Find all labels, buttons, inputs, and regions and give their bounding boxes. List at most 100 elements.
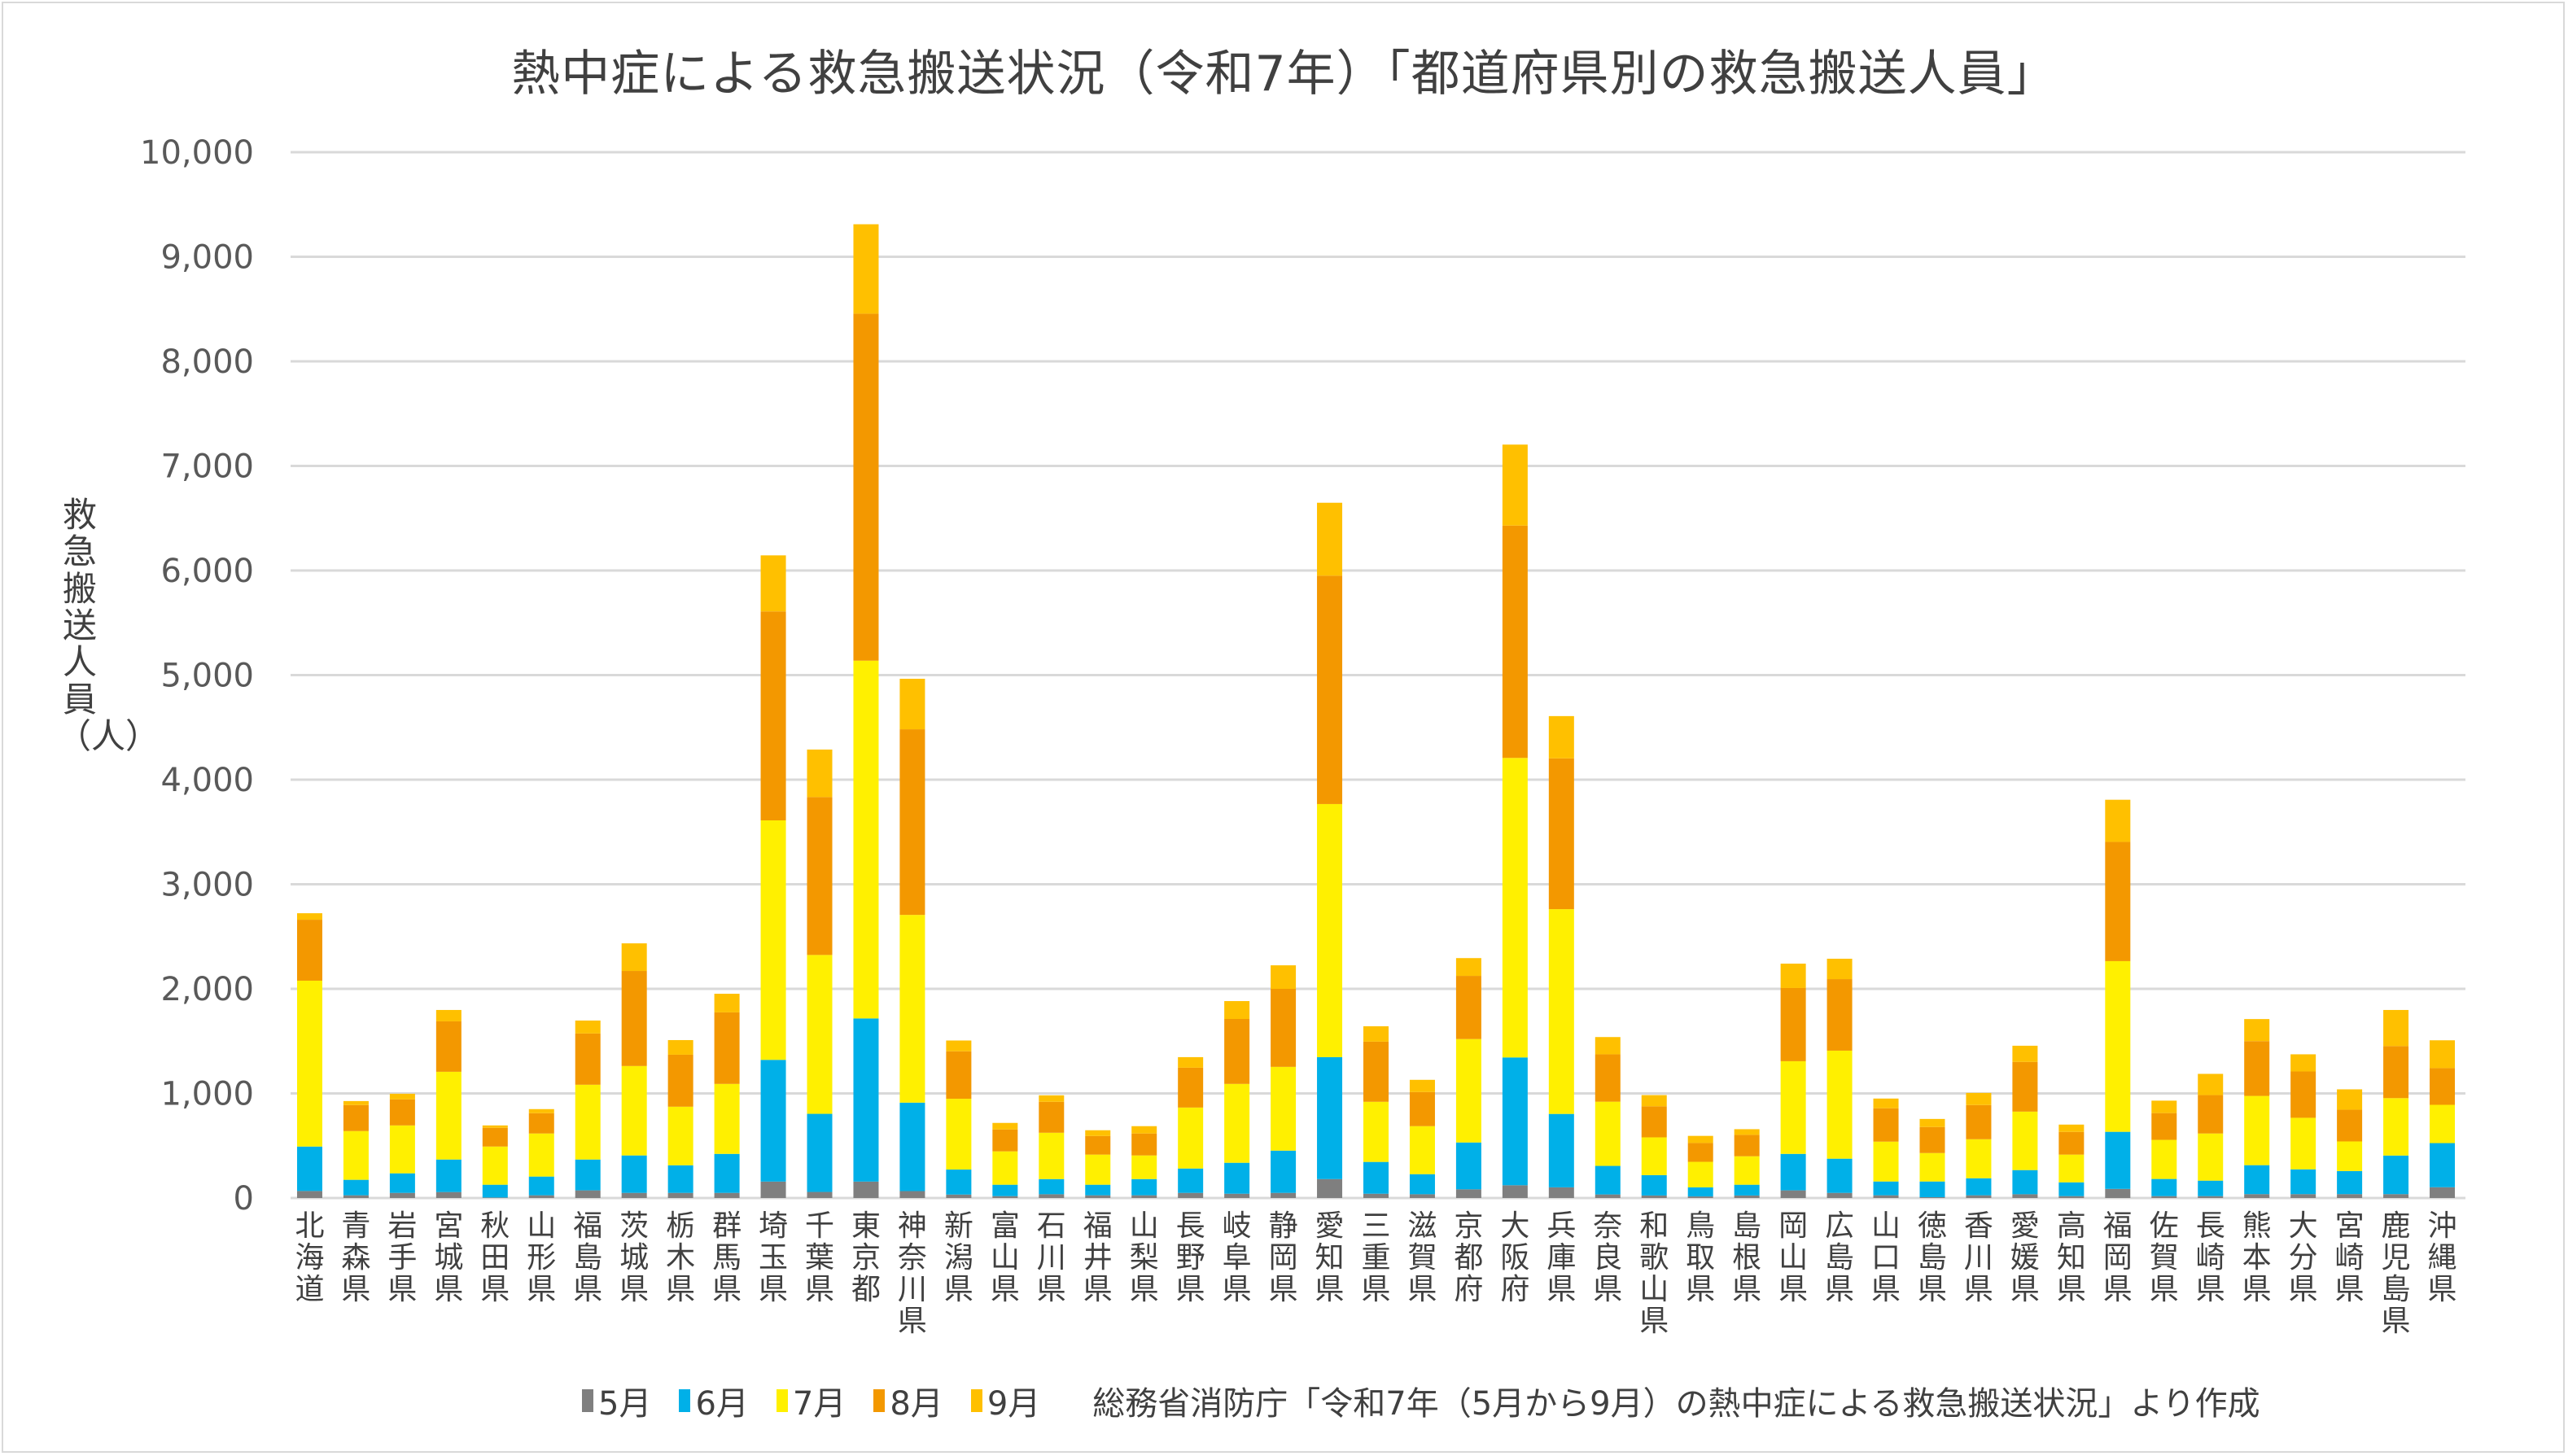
bar-segment-5月 (2151, 1196, 2177, 1198)
bar-segment-8月 (2058, 1131, 2085, 1155)
x-tick-label: 熊本県 (2242, 1209, 2272, 1306)
y-tick-label: 10,000 (140, 134, 254, 172)
bar-segment-9月 (853, 224, 879, 314)
bar-segment-6月 (714, 1153, 740, 1193)
x-tick-label: 沖縄県 (2427, 1209, 2457, 1306)
bar-segment-7月 (2430, 1104, 2456, 1143)
bar-segment-9月 (1687, 1135, 1713, 1143)
x-tick-label: 山口県 (1871, 1209, 1901, 1306)
x-tick-label: 愛知県 (1315, 1209, 1345, 1306)
x-tick-label: 長野県 (1175, 1209, 1205, 1306)
bar-segment-9月 (575, 1020, 601, 1034)
bar-segment-9月 (992, 1122, 1018, 1130)
x-tick-label: 栃木県 (666, 1209, 696, 1306)
bar-segment-8月 (853, 313, 879, 661)
x-tick-label: 新潟県 (943, 1209, 973, 1306)
bar-segment-9月 (760, 555, 786, 612)
bar-segment-5月 (1966, 1195, 1992, 1198)
bar-segment-6月 (1687, 1187, 1713, 1197)
bar-segment-9月 (667, 1039, 693, 1055)
y-tick-label: 6,000 (160, 553, 254, 590)
bar-segment-6月 (2290, 1169, 2316, 1195)
bar-segment-7月 (667, 1106, 693, 1165)
legend-item: 8月 (873, 1377, 943, 1424)
bar-segment-5月 (482, 1197, 508, 1198)
bar-segment-6月 (2012, 1170, 2038, 1195)
bar-segment-8月 (2337, 1109, 2363, 1142)
bar-segment-7月 (992, 1151, 1018, 1185)
bar-segment-9月 (2244, 1019, 2270, 1042)
y-tick-label: 8,000 (160, 343, 254, 381)
bar-segment-6月 (1409, 1174, 1435, 1195)
bar-segment-8月 (1873, 1108, 1899, 1142)
bar-segment-8月 (435, 1021, 462, 1072)
bar-segment-7月 (946, 1099, 972, 1170)
bar-segment-8月 (1780, 987, 1806, 1061)
bar-segment-7月 (1178, 1107, 1204, 1169)
bar-segment-6月 (435, 1159, 462, 1192)
bar-segment-6月 (1039, 1178, 1065, 1195)
bar-segment-7月 (296, 980, 322, 1147)
x-tick-label: 滋賀県 (1407, 1209, 1437, 1306)
bar-segment-9月 (1734, 1129, 1760, 1135)
bar-segment-8月 (1271, 989, 1297, 1067)
bar-segment-6月 (2337, 1170, 2363, 1195)
bar-segment-6月 (1734, 1184, 1760, 1196)
bar-segment-5月 (2383, 1194, 2409, 1198)
bar-segment-9月 (1178, 1056, 1204, 1068)
bar-segment-6月 (1780, 1153, 1806, 1191)
y-tick-label: 9,000 (160, 239, 254, 277)
x-tick-label: 兵庫県 (1546, 1209, 1577, 1306)
bar-segment-9月 (2383, 1009, 2409, 1047)
bar-segment-9月 (1271, 965, 1297, 989)
bar-segment-6月 (1502, 1057, 1528, 1186)
bar-segment-9月 (1455, 958, 1481, 977)
bar-segment-9月 (1595, 1037, 1621, 1055)
bar-segment-7月 (1641, 1137, 1667, 1175)
legend-item: 6月 (679, 1377, 749, 1424)
bar-segment-9月 (2430, 1040, 2456, 1069)
bar-segment-9月 (1131, 1126, 1157, 1134)
bar-segment-9月 (482, 1125, 508, 1128)
x-tick-label: 茨城県 (619, 1209, 650, 1306)
bar-segment-9月 (946, 1040, 972, 1052)
bar-segment-6月 (853, 1018, 879, 1182)
x-tick-label: 宮崎県 (2334, 1209, 2365, 1306)
bar-segment-6月 (2151, 1178, 2177, 1196)
x-tick-label: 岐阜県 (1222, 1209, 1252, 1306)
bar-segment-5月 (667, 1192, 693, 1198)
x-tick-label: 島根県 (1732, 1209, 1762, 1306)
y-tick-label: 1,000 (160, 1076, 254, 1113)
bar-segment-6月 (1131, 1178, 1157, 1196)
bar-segment-7月 (1085, 1154, 1111, 1185)
bar-segment-6月 (528, 1176, 554, 1196)
bar-segment-5月 (714, 1192, 740, 1198)
bar-segment-6月 (667, 1165, 693, 1193)
bar-segment-7月 (2198, 1133, 2224, 1181)
bar-segment-9月 (1502, 444, 1528, 526)
bar-segment-6月 (575, 1159, 601, 1191)
bar-segment-6月 (2430, 1143, 2456, 1187)
bar-segment-5月 (1641, 1195, 1667, 1198)
bar-segment-5月 (1548, 1187, 1574, 1198)
bar-segment-7月 (1873, 1141, 1899, 1182)
bar-segment-6月 (1178, 1168, 1204, 1193)
bar-segment-5月 (2105, 1188, 2131, 1198)
bar-segment-7月 (2105, 960, 2131, 1132)
bar-segment-8月 (2290, 1071, 2316, 1118)
bar-segment-7月 (435, 1071, 462, 1160)
y-tick-label: 0 (234, 1180, 254, 1218)
bar-segment-7月 (1224, 1083, 1250, 1163)
bar-segment-7月 (1919, 1152, 1945, 1182)
x-tick-label: 山形県 (527, 1209, 557, 1306)
bar-segment-7月 (1363, 1101, 1389, 1162)
bar-segment-8月 (807, 797, 833, 955)
bar-segment-8月 (1039, 1101, 1065, 1133)
bar-segment-7月 (2383, 1098, 2409, 1156)
bar-segment-9月 (2290, 1054, 2316, 1072)
bar-segment-8月 (899, 729, 925, 916)
bar-segment-8月 (2430, 1068, 2456, 1105)
x-tick-label: 北海道 (295, 1209, 325, 1306)
bar-segment-6月 (1455, 1142, 1481, 1190)
